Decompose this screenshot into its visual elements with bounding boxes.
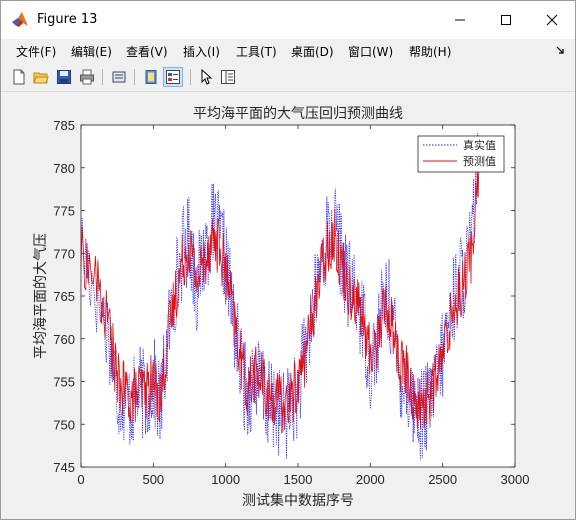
x-axis-label: 测试集中数据序号 bbox=[242, 492, 354, 509]
menu-insert[interactable]: 插入(I) bbox=[183, 45, 220, 59]
window-title: Figure 13 bbox=[37, 12, 98, 27]
show-plot-tools-icon bbox=[166, 70, 180, 84]
close-button[interactable] bbox=[529, 1, 575, 39]
save-button[interactable] bbox=[54, 67, 74, 87]
show-plot-tools-button[interactable] bbox=[163, 67, 183, 87]
legend-box bbox=[417, 135, 505, 173]
maximize-icon bbox=[501, 15, 511, 25]
property-editor-icon bbox=[221, 70, 235, 84]
hide-plot-tools-icon bbox=[145, 70, 157, 84]
tick-labels: 0 500 1000 1500 2000 2500 3000 745 750 755 760 765 7… bbox=[53, 118, 529, 487]
toolbar bbox=[1, 63, 575, 92]
y-tick-label: 770 bbox=[53, 246, 75, 261]
x-tick-label: 2500 bbox=[428, 472, 457, 487]
x-tick-label: 3000 bbox=[501, 472, 530, 487]
link-plot-icon bbox=[112, 71, 126, 83]
open-file-icon bbox=[33, 72, 49, 84]
y-tick-label: 755 bbox=[53, 375, 75, 390]
link-plot-button[interactable] bbox=[109, 67, 129, 87]
axes-background bbox=[81, 125, 515, 467]
property-editor-button[interactable] bbox=[218, 67, 238, 87]
minimize-icon bbox=[455, 19, 465, 21]
edit-plot-button[interactable] bbox=[196, 67, 216, 87]
print-button[interactable] bbox=[77, 67, 97, 87]
menu-view[interactable]: 查看(V) bbox=[126, 45, 168, 59]
chart-title: 平均海平面的大气压回归预测曲线 bbox=[193, 105, 403, 122]
minimize-button[interactable] bbox=[437, 1, 483, 39]
print-icon bbox=[80, 69, 94, 85]
menu-window[interactable]: 窗口(W) bbox=[348, 45, 394, 59]
legend-label-pred: 预测值 bbox=[463, 155, 496, 168]
legend-label-true: 真实值 bbox=[463, 138, 496, 152]
maximize-button[interactable] bbox=[483, 1, 529, 39]
y-tick-label: 775 bbox=[53, 204, 75, 219]
series-layer bbox=[80, 133, 480, 461]
y-tick-label: 765 bbox=[53, 289, 75, 304]
axes-box[interactable] bbox=[80, 124, 516, 468]
x-tick-label: 1500 bbox=[284, 472, 313, 487]
menu-file[interactable]: 文件(F) bbox=[16, 45, 57, 59]
menu-edit[interactable]: 编辑(E) bbox=[71, 45, 112, 59]
x-tick-label: 500 bbox=[142, 472, 164, 487]
y-tick-label: 750 bbox=[53, 417, 75, 432]
new-figure-icon bbox=[13, 69, 25, 85]
x-tick-label: 0 bbox=[77, 472, 84, 487]
new-figure-button[interactable] bbox=[9, 67, 29, 87]
menu-desktop[interactable]: 桌面(D) bbox=[291, 45, 334, 59]
close-icon bbox=[546, 14, 558, 26]
y-tick-label: 760 bbox=[53, 332, 75, 347]
open-file-button[interactable] bbox=[31, 67, 51, 87]
toolbar-separator bbox=[134, 69, 135, 85]
toolbar-separator bbox=[190, 69, 191, 85]
y-tick-label: 780 bbox=[53, 161, 75, 176]
x-tick-label: 1000 bbox=[211, 472, 240, 487]
series-pred-line[interactable] bbox=[80, 167, 480, 433]
x-tick-label: 2000 bbox=[356, 472, 385, 487]
y-tick-label: 745 bbox=[53, 460, 75, 475]
plot-svg: 0 500 1000 1500 2000 2500 3000 745 750 755 760 765 7… bbox=[33, 105, 529, 509]
edit-plot-arrow-icon bbox=[201, 69, 213, 85]
menu-bar: 文件(F) 编辑(E) 查看(V) 插入(I) 工具(T) 桌面(D) 窗口(W… bbox=[1, 39, 575, 63]
y-axis-label: 平均海平面的大气压 bbox=[33, 233, 49, 359]
dock-arrow-icon[interactable] bbox=[555, 45, 565, 55]
figure-canvas: 0 500 1000 1500 2000 2500 3000 745 750 755 760 765 7… bbox=[1, 92, 575, 519]
menu-help[interactable]: 帮助(H) bbox=[409, 45, 452, 59]
menu-tools[interactable]: 工具(T) bbox=[236, 45, 277, 59]
matlab-icon bbox=[12, 12, 28, 27]
hide-plot-tools-button[interactable] bbox=[141, 67, 161, 87]
legend[interactable]: 真实值 预测值 bbox=[417, 135, 505, 173]
y-tick-label: 785 bbox=[53, 118, 75, 133]
toolbar-separator bbox=[102, 69, 103, 85]
title-bar[interactable]: Figure 13 bbox=[1, 1, 575, 39]
save-icon bbox=[57, 70, 71, 84]
